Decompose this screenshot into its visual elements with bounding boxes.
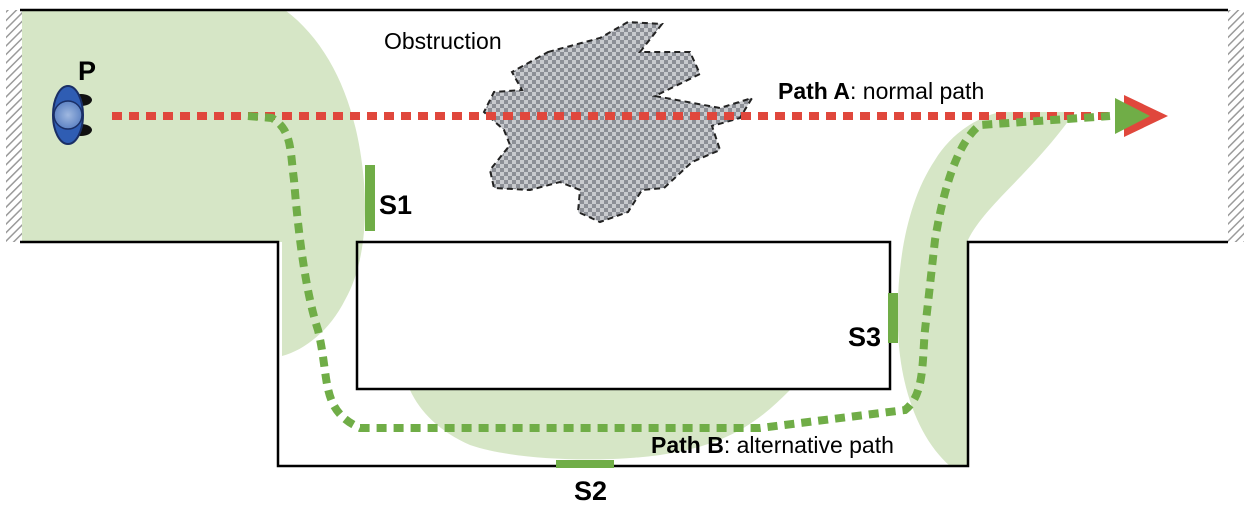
path-a-name: Path A: [778, 78, 850, 104]
right-hatched-wall: [1228, 10, 1244, 242]
person-label: P: [78, 56, 96, 86]
goal-arrow-icon: [1115, 98, 1150, 134]
path-b-desc: : alternative path: [724, 432, 894, 458]
sensor-s1: [365, 165, 375, 231]
sensor-s1-label: S1: [379, 190, 412, 220]
obstruction-label: Obstruction: [384, 28, 502, 54]
left-hatched-wall: [6, 10, 22, 242]
path-a-desc: : normal path: [850, 78, 984, 104]
coverage-area-s3: [897, 112, 1075, 466]
sensor-s2: [556, 460, 614, 468]
person-top-view-icon: [52, 85, 92, 145]
sensor-s3-label: S3: [848, 322, 881, 352]
path-b-name: Path B: [651, 432, 724, 458]
sensor-s3: [888, 293, 898, 343]
path-a-label: Path A: normal path: [778, 78, 984, 104]
sensor-s2-label: S2: [574, 476, 607, 506]
coverage-area-s1: [20, 10, 365, 356]
path-b-line: [247, 112, 1111, 432]
path-b-label: Path B: alternative path: [651, 432, 894, 458]
obstruction-shape: [482, 20, 755, 224]
